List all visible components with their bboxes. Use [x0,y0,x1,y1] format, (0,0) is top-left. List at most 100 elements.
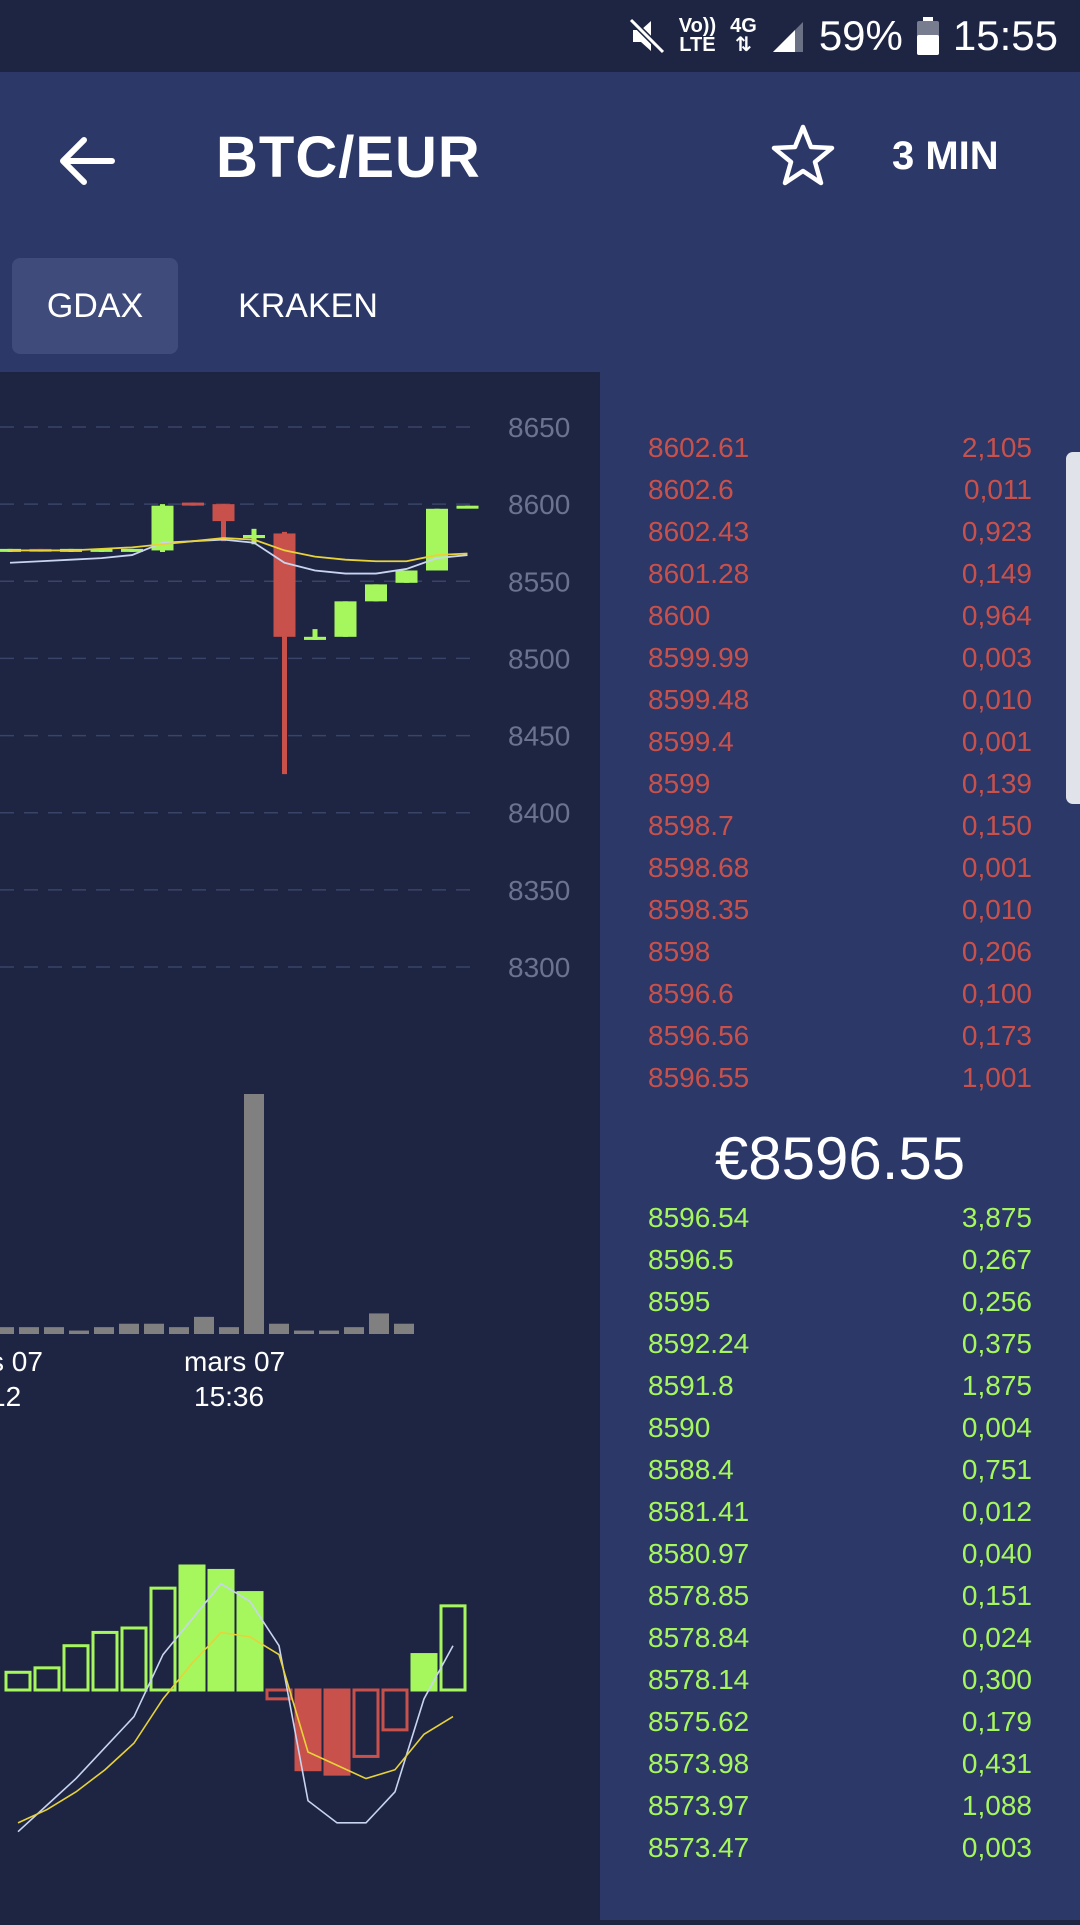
pair-title: BTC/EUR [216,125,481,190]
candle-body [273,533,296,637]
bid-row[interactable]: 8573.97 1,088 [648,1790,1032,1832]
bid-price: 8590 [648,1412,711,1443]
bid-amount: 1,088 [961,1790,1032,1821]
tab-kraken[interactable]: KRAKEN [238,287,378,325]
ask-price: 8596.56 [648,1020,750,1051]
volume-bar [69,1330,89,1334]
bid-amount: 0,267 [961,1244,1032,1275]
ask-amount: 0,150 [961,810,1032,841]
ask-price: 8601.28 [648,558,750,589]
ask-row[interactable]: 8596.56 0,173 [648,1020,1032,1062]
candle-body [243,535,265,539]
bid-amount: 0,003 [961,1832,1032,1863]
ask-row[interactable]: 8596.55 1,001 [648,1062,1032,1104]
ask-amount: 2,105 [961,432,1032,463]
macd-histogram-bar [381,1688,409,1732]
candle-body [304,636,326,640]
volume-bar [269,1323,289,1334]
ask-amount: 0,001 [961,852,1032,883]
bid-row[interactable]: 8573.98 0,431 [648,1748,1032,1790]
battery-percent: 59% [818,12,903,59]
volume-bar [394,1323,414,1334]
x-tick-label: s 07 [0,1346,43,1377]
ask-row[interactable]: 8598.35 0,010 [648,894,1032,936]
ask-amount: 0,149 [961,558,1032,589]
ask-price: 8598.35 [648,894,750,925]
ask-price: 8596.55 [648,1062,750,1093]
bid-row[interactable]: 8575.62 0,179 [648,1706,1032,1748]
ask-row[interactable]: 8602.43 0,923 [648,516,1032,558]
back-arrow-icon[interactable] [52,126,122,196]
tab-gdax[interactable]: GDAX [12,258,178,354]
macd-histogram-bar [323,1688,351,1776]
bid-row[interactable]: 8573.47 0,003 [648,1832,1032,1874]
bid-price: 8575.62 [648,1706,750,1737]
ask-price: 8602.43 [648,516,750,547]
bid-row[interactable]: 8592.24 0,375 [648,1328,1032,1370]
ask-row[interactable]: 8602.6 0,011 [648,474,1032,516]
ask-amount: 1,001 [961,1062,1032,1093]
ask-price: 8596.6 [648,978,734,1009]
ask-row[interactable]: 8598 0,206 [648,936,1032,978]
macd-histogram-bar [91,1630,119,1692]
bid-row[interactable]: 8581.41 0,012 [648,1496,1032,1538]
bid-amount: 0,179 [961,1706,1032,1737]
volume-bar [344,1327,364,1334]
volume-bar [144,1323,164,1334]
clock: 15:55 [952,12,1058,59]
bid-amount: 0,375 [961,1328,1032,1359]
ask-row[interactable]: 8596.6 0,100 [648,978,1032,1020]
ask-row[interactable]: 8599.4 0,001 [648,726,1032,768]
bid-amount: 0,024 [961,1622,1032,1653]
bid-price: 8595 [648,1286,711,1317]
ask-price: 8599 [648,768,711,799]
bid-row[interactable]: 8588.4 0,751 [648,1454,1032,1496]
bid-amount: 0,300 [961,1664,1032,1695]
volume-bar [369,1313,389,1334]
bid-row[interactable]: 8595 0,256 [648,1286,1032,1328]
bid-row[interactable]: 8596.54 3,875 [648,1202,1032,1244]
ask-price: 8602.61 [648,432,750,463]
bid-amount: 0,256 [961,1286,1032,1317]
bid-row[interactable]: 8591.8 1,875 [648,1370,1032,1412]
ask-row[interactable]: 8602.61 2,105 [648,432,1032,474]
status-bar: Vo)) LTE 4G ⇅ 59% 15:55 [0,0,1080,72]
scrollbar[interactable] [1066,452,1080,804]
ask-price: 8598.68 [648,852,750,883]
ask-row[interactable]: 8601.28 0,149 [648,558,1032,600]
ask-row[interactable]: 8599.99 0,003 [648,642,1032,684]
x-tick-label: mars 07 [184,1346,285,1377]
macd-histogram-bar [62,1644,90,1692]
bid-row[interactable]: 8578.14 0,300 [648,1664,1032,1706]
ask-row[interactable]: 8598.7 0,150 [648,810,1032,852]
ask-row[interactable]: 8600 0,964 [648,600,1032,642]
bid-amount: 0,040 [961,1538,1032,1569]
last-price: €8596.55 [714,1125,966,1192]
volume-bar [169,1327,189,1334]
bid-row[interactable]: 8590 0,004 [648,1412,1032,1454]
ask-row[interactable]: 8599.48 0,010 [648,684,1032,726]
candle-body [395,570,418,583]
volume-bar [319,1330,339,1334]
order-book[interactable]: 8602.61 2,105 8602.6 0,011 8602.43 0,923 8601.… [600,372,1080,1920]
ask-row[interactable]: 8598.68 0,001 [648,852,1032,894]
macd-histogram-bar [4,1670,32,1692]
y-tick-label: 8400 [508,798,570,829]
bid-row[interactable]: 8580.97 0,040 [648,1538,1032,1580]
star-icon[interactable] [770,122,836,188]
bid-amount: 0,012 [961,1496,1032,1527]
ask-amount: 0,206 [961,936,1032,967]
chart-panel[interactable]: 8650 8600 8550 8500 8450 8400 8350 8300 s 07 12 ma… [0,372,600,1920]
bid-price: 8573.98 [648,1748,750,1779]
ask-price: 8598 [648,936,711,967]
y-tick-label: 8450 [508,721,570,752]
interval-selector[interactable]: 3 MIN [892,134,999,178]
price-chart[interactable]: 8650 8600 8550 8500 8450 8400 8350 8300 s 07 12 ma… [0,372,600,1920]
bid-row[interactable]: 8578.85 0,151 [648,1580,1032,1622]
bid-price: 8581.41 [648,1496,750,1527]
ask-row[interactable]: 8599 0,139 [648,768,1032,810]
bid-row[interactable]: 8596.5 0,267 [648,1244,1032,1286]
volume-bar [44,1327,64,1334]
bid-price: 8573.97 [648,1790,750,1821]
bid-row[interactable]: 8578.84 0,024 [648,1622,1032,1664]
